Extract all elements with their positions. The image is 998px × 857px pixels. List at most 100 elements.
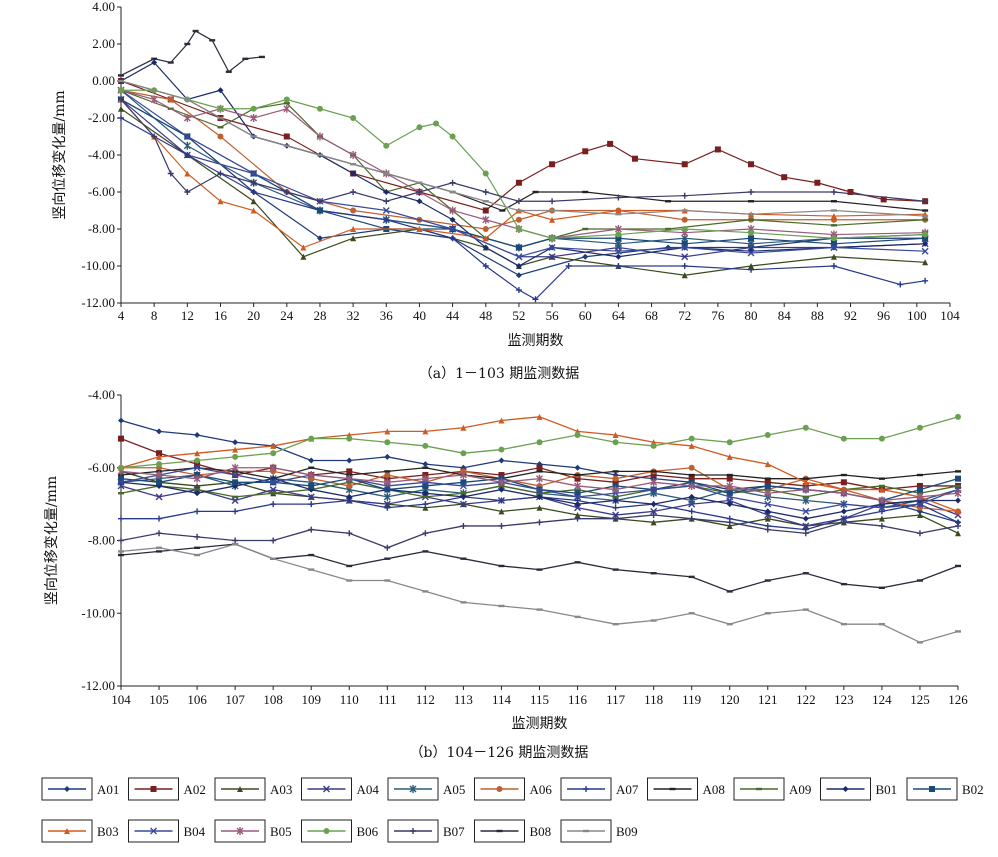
chart-a-point-A07 bbox=[681, 263, 688, 269]
chart-a-point-B09 bbox=[449, 190, 456, 194]
chart-a-point-B09 bbox=[184, 98, 191, 101]
chart-a-x-tick-label: 96 bbox=[877, 308, 891, 323]
chart-a-point-B04 bbox=[449, 225, 457, 233]
chart-a-point-A02 bbox=[781, 174, 788, 181]
chart-b-x-tick-label: 112 bbox=[416, 692, 435, 707]
chart-a-point-B07 bbox=[167, 170, 174, 177]
chart-a-point-B05 bbox=[316, 132, 324, 141]
chart-a-point-A01 bbox=[582, 253, 589, 260]
legend-item-B06: B06 bbox=[301, 819, 379, 843]
chart-a-point-A07 bbox=[515, 287, 522, 294]
chart-b-point-B05 bbox=[269, 463, 277, 472]
chart-b-point-B05 bbox=[840, 489, 848, 498]
chart-a-x-tick-label: 16 bbox=[214, 308, 228, 323]
chart-a-point-B08 bbox=[225, 70, 232, 73]
chart-b-point-A07 bbox=[118, 515, 124, 522]
chart-a-point-B06 bbox=[830, 235, 837, 242]
chart-a-point-B05 bbox=[482, 215, 490, 224]
legend-swatch-marker bbox=[323, 828, 330, 834]
chart-a-point-B09 bbox=[830, 209, 837, 212]
legend-swatch-marker bbox=[583, 786, 589, 792]
chart-b-point-B07 bbox=[194, 533, 201, 540]
chart-a-point-B02 bbox=[515, 244, 522, 251]
chart-a-line-A09 bbox=[120, 89, 926, 249]
chart-a-point-B06 bbox=[482, 170, 489, 177]
chart-a-point-B07 bbox=[482, 189, 489, 195]
chart-b-point-A04 bbox=[231, 496, 239, 504]
chart-a-point-A03 bbox=[830, 253, 837, 260]
chart-b-point-A04 bbox=[612, 511, 620, 519]
chart-a-point-A09 bbox=[665, 227, 672, 231]
chart-b-point-A09 bbox=[194, 488, 201, 491]
chart-a-point-B08 bbox=[118, 74, 124, 77]
chart-b-point-B08 bbox=[460, 557, 467, 560]
chart-a-point-B09 bbox=[383, 172, 390, 175]
legend-label: B08 bbox=[530, 824, 552, 839]
chart-a-point-B07 bbox=[316, 198, 323, 205]
chart-b-point-B01 bbox=[422, 490, 429, 497]
chart-b-point-B06 bbox=[118, 464, 124, 471]
chart-a-point-B06 bbox=[549, 235, 556, 242]
chart-a-point-B08 bbox=[258, 55, 265, 59]
chart-b-point-B06 bbox=[955, 413, 961, 420]
chart-b-point-B05 bbox=[916, 492, 924, 501]
legend-item-B04: B04 bbox=[128, 819, 206, 843]
chart-a-point-B09 bbox=[922, 214, 929, 218]
chart-a-point-B06 bbox=[250, 105, 257, 112]
chart-b-point-A04 bbox=[802, 522, 810, 530]
chart-a-point-A02 bbox=[515, 179, 522, 186]
chart-b-point-A03 bbox=[498, 508, 505, 515]
chart-b-point-B07 bbox=[574, 515, 581, 522]
chart-b-point-B09 bbox=[955, 630, 961, 633]
chart-b-point-A04 bbox=[383, 500, 391, 508]
chart-b-point-A05 bbox=[383, 492, 391, 501]
chart-a-point-B01 bbox=[383, 189, 390, 195]
chart-b-point-B01 bbox=[650, 501, 657, 508]
chart-a-line-B06 bbox=[121, 89, 926, 239]
chart-b-point-A07 bbox=[308, 501, 315, 508]
chart-b-point-B02 bbox=[916, 486, 923, 493]
legend-item-A01: A01 bbox=[41, 777, 119, 801]
chart-b-point-B05 bbox=[231, 463, 239, 472]
chart-a-point-A02 bbox=[607, 140, 614, 147]
chart-a-x-tick-label: 36 bbox=[380, 308, 394, 323]
chart-b-y-tick-label: -6.00 bbox=[88, 460, 115, 475]
chart-b-point-B05 bbox=[688, 481, 696, 490]
chart-b-point-A02 bbox=[916, 482, 923, 489]
legend-item-A02: A02 bbox=[128, 777, 206, 801]
chart-a-point-B09 bbox=[151, 89, 158, 92]
chart-a-point-A02 bbox=[847, 189, 854, 195]
chart-b-point-B09 bbox=[764, 612, 771, 615]
chart-b-point-B09 bbox=[384, 579, 391, 582]
chart-a-point-B03 bbox=[300, 244, 307, 251]
chart-b-point-A08 bbox=[422, 466, 429, 469]
chart-a-point-A02 bbox=[714, 146, 721, 153]
chart-a-point-A01 bbox=[316, 235, 323, 242]
chart-a-x-tick-label: 104 bbox=[940, 308, 960, 323]
chart-a-point-B03 bbox=[482, 235, 489, 242]
chart-a-point-B09 bbox=[482, 200, 489, 203]
chart-a-point-B03 bbox=[350, 226, 357, 232]
chart-b-point-A01 bbox=[194, 432, 201, 439]
chart-a-point-A03 bbox=[681, 272, 688, 279]
legend-label: A05 bbox=[443, 782, 465, 797]
chart-a-point-B06 bbox=[615, 231, 622, 238]
chart-a-point-A06 bbox=[681, 216, 688, 223]
chart-a-point-B06 bbox=[449, 133, 456, 140]
chart-b-point-B07 bbox=[346, 530, 353, 537]
chart-b-x-tick-label: 121 bbox=[758, 692, 778, 707]
chart-b-point-B07 bbox=[878, 522, 885, 529]
chart-a-line-B09 bbox=[120, 80, 926, 217]
chart-b-x-tick-label: 109 bbox=[301, 692, 321, 707]
chart-b-point-B04 bbox=[117, 478, 125, 486]
chart-b-point-B03 bbox=[194, 450, 201, 457]
chart-b-x-tick-label: 106 bbox=[187, 692, 207, 707]
chart-b-line-B09 bbox=[120, 543, 959, 644]
chart-a-x-tick-label: 100 bbox=[907, 308, 927, 323]
chart-a-point-B09 bbox=[316, 153, 323, 157]
chart-a-point-B07 bbox=[922, 198, 929, 205]
chart-a-point-A08 bbox=[830, 200, 837, 203]
chart-a-x-tick-label: 8 bbox=[151, 308, 158, 323]
chart-a-point-B05 bbox=[183, 114, 191, 122]
chart-a-point-B06 bbox=[515, 226, 522, 232]
